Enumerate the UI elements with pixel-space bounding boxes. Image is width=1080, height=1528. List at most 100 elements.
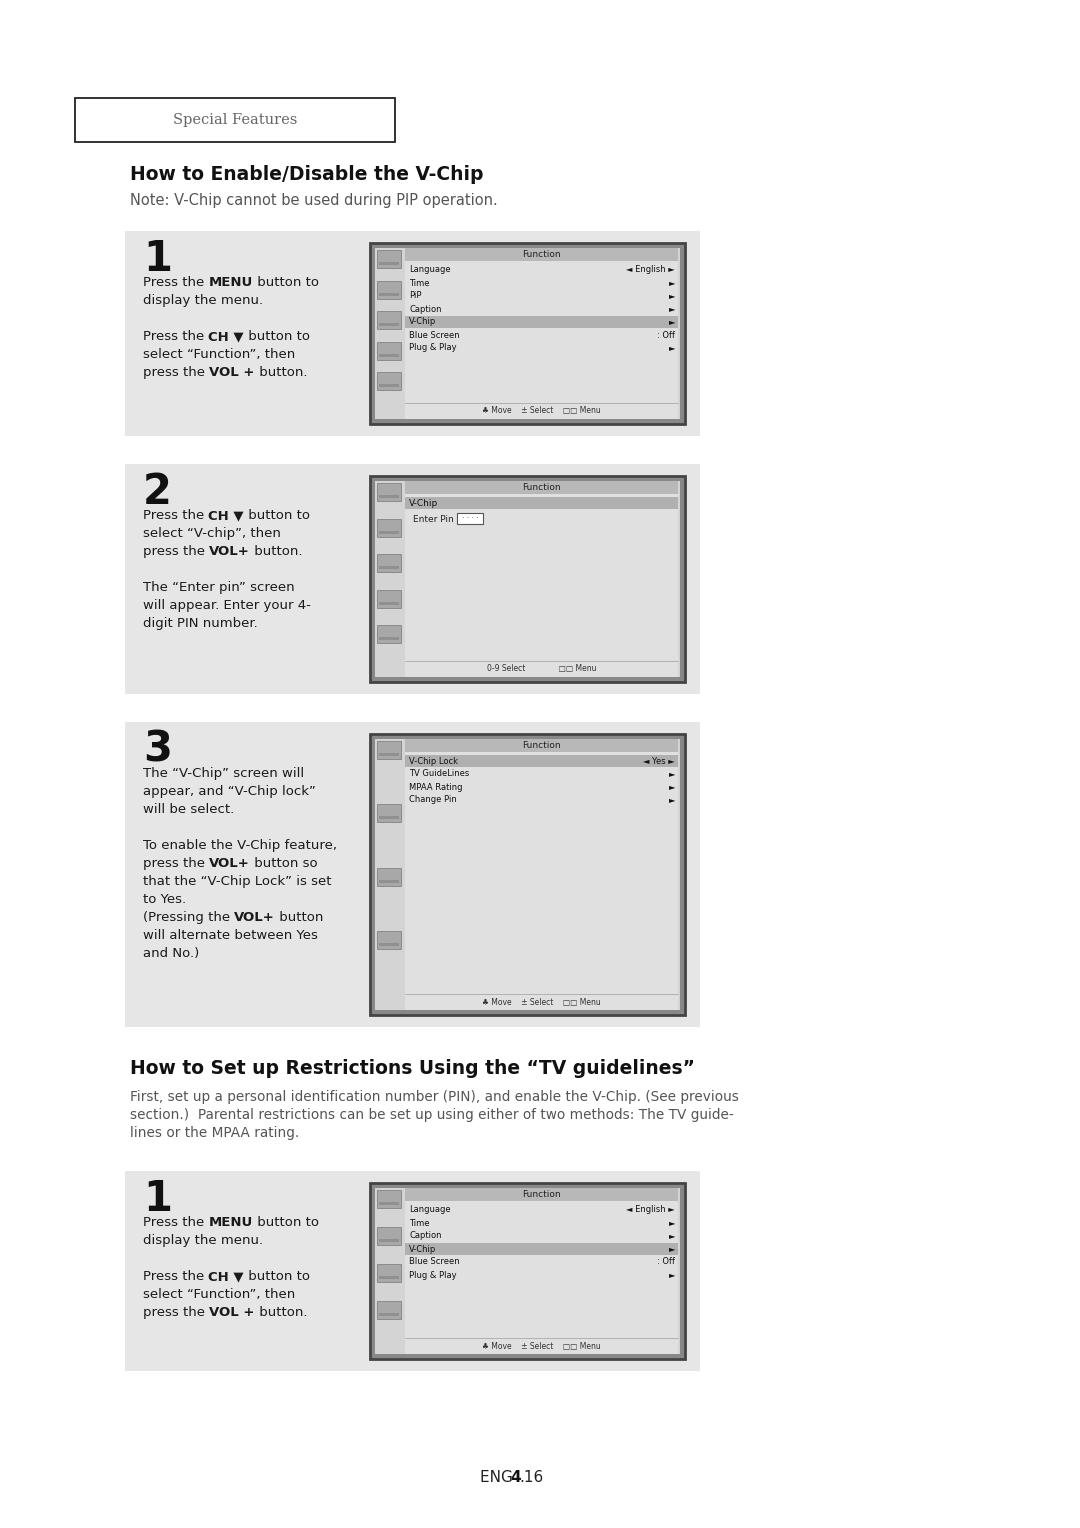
Text: The “V-Chip” screen will: The “V-Chip” screen will — [143, 767, 305, 779]
Text: and No.): and No.) — [143, 947, 199, 960]
Bar — [377, 312, 401, 329]
Bar — [405, 1242, 678, 1254]
Text: ►: ► — [669, 782, 675, 792]
Bar — [379, 261, 399, 264]
Text: select “V-chip”, then: select “V-chip”, then — [143, 527, 281, 539]
Text: Press the: Press the — [143, 330, 208, 342]
Text: that the “V-Chip Lock” is set: that the “V-Chip Lock” is set — [143, 876, 332, 888]
Bar — [405, 403, 678, 419]
Text: Special Features: Special Features — [173, 113, 297, 127]
Text: Enter Pin: Enter Pin — [413, 515, 454, 524]
Bar — [370, 733, 685, 1015]
Bar — [377, 804, 401, 822]
Text: Press the: Press the — [143, 509, 208, 523]
Text: 3: 3 — [143, 729, 172, 772]
Text: VOL+: VOL+ — [234, 911, 275, 924]
Text: Note: V-Chip cannot be used during PIP operation.: Note: V-Chip cannot be used during PIP o… — [130, 194, 498, 208]
Bar — [379, 324, 399, 325]
Text: will alternate between Yes: will alternate between Yes — [143, 929, 318, 941]
Text: will be select.: will be select. — [143, 804, 234, 816]
Text: ►: ► — [669, 292, 675, 301]
Text: ►: ► — [669, 1244, 675, 1253]
Text: ENG: ENG — [480, 1470, 517, 1485]
Text: press the: press the — [143, 1306, 210, 1319]
Text: Caption: Caption — [409, 1232, 442, 1241]
Bar — [405, 481, 678, 494]
Bar — [405, 248, 678, 261]
Bar — [379, 816, 399, 819]
Text: select “Function”, then: select “Function”, then — [143, 1288, 295, 1300]
Bar — [125, 465, 700, 694]
Text: V-Chip: V-Chip — [409, 318, 436, 327]
Text: ►: ► — [669, 318, 675, 327]
Bar — [405, 316, 678, 329]
Text: Press the: Press the — [143, 277, 208, 289]
Text: will appear. Enter your 4-: will appear. Enter your 4- — [143, 599, 311, 613]
Text: button to: button to — [253, 1216, 319, 1229]
Text: button: button — [275, 911, 324, 924]
Bar — [405, 662, 678, 677]
Text: press the: press the — [143, 367, 210, 379]
Text: ►: ► — [669, 344, 675, 353]
Text: MENU: MENU — [208, 277, 253, 289]
Text: ►: ► — [669, 1218, 675, 1227]
Bar — [375, 740, 680, 1010]
Text: ►: ► — [669, 796, 675, 805]
Text: CH ▼: CH ▼ — [208, 330, 244, 342]
Bar — [379, 753, 399, 756]
Bar — [370, 243, 685, 423]
Text: PiP: PiP — [409, 292, 421, 301]
Text: Function: Function — [523, 251, 561, 260]
Text: Press the: Press the — [143, 1216, 208, 1229]
Bar — [379, 567, 399, 570]
Bar — [405, 1187, 678, 1201]
Text: ►: ► — [669, 278, 675, 287]
Text: MPAA Rating: MPAA Rating — [409, 782, 462, 792]
Text: Press the: Press the — [143, 1270, 208, 1284]
Text: display the menu.: display the menu. — [143, 293, 264, 307]
Bar — [405, 740, 678, 1010]
Text: Function: Function — [523, 1190, 561, 1199]
Bar — [379, 1239, 399, 1242]
Bar — [457, 513, 483, 524]
Text: CH ▼: CH ▼ — [208, 1270, 244, 1284]
Text: (Pressing the: (Pressing the — [143, 911, 234, 924]
Text: display the menu.: display the menu. — [143, 1235, 264, 1247]
Bar — [75, 98, 395, 142]
Text: Plug & Play: Plug & Play — [409, 1270, 457, 1279]
Text: VOL+: VOL+ — [210, 545, 249, 558]
Text: Blue Screen: Blue Screen — [409, 330, 460, 339]
Bar — [125, 231, 700, 435]
Text: Plug & Play: Plug & Play — [409, 344, 457, 353]
Bar — [405, 995, 678, 1010]
Text: ►: ► — [669, 1270, 675, 1279]
Bar — [379, 1313, 399, 1316]
Bar — [405, 481, 678, 677]
Bar — [377, 1190, 401, 1209]
Text: : Off: : Off — [657, 330, 675, 339]
Bar — [377, 1264, 401, 1282]
Text: Time: Time — [409, 1218, 430, 1227]
Text: ►: ► — [669, 1232, 675, 1241]
Text: 1: 1 — [143, 238, 172, 280]
Text: ◄ English ►: ◄ English ► — [626, 266, 675, 275]
Bar — [379, 354, 399, 358]
Bar — [405, 740, 678, 752]
Text: VOL +: VOL + — [210, 367, 255, 379]
Text: How to Enable/Disable the V-Chip: How to Enable/Disable the V-Chip — [130, 165, 484, 185]
Text: .16: .16 — [519, 1470, 543, 1485]
Text: Language: Language — [409, 266, 450, 275]
Bar — [379, 602, 399, 605]
Text: How to Set up Restrictions Using the “TV guidelines”: How to Set up Restrictions Using the “TV… — [130, 1059, 694, 1079]
Bar — [377, 483, 401, 501]
Bar — [379, 943, 399, 946]
Text: ◄ English ►: ◄ English ► — [626, 1206, 675, 1215]
Bar — [375, 248, 680, 419]
Text: VOL+: VOL+ — [210, 857, 249, 869]
Bar — [377, 625, 401, 643]
Bar — [375, 1187, 680, 1354]
Text: ♣ Move    ± Select    □□ Menu: ♣ Move ± Select □□ Menu — [482, 406, 600, 416]
Bar — [405, 1187, 678, 1354]
Bar — [377, 1227, 401, 1245]
Text: 1: 1 — [143, 1178, 172, 1219]
